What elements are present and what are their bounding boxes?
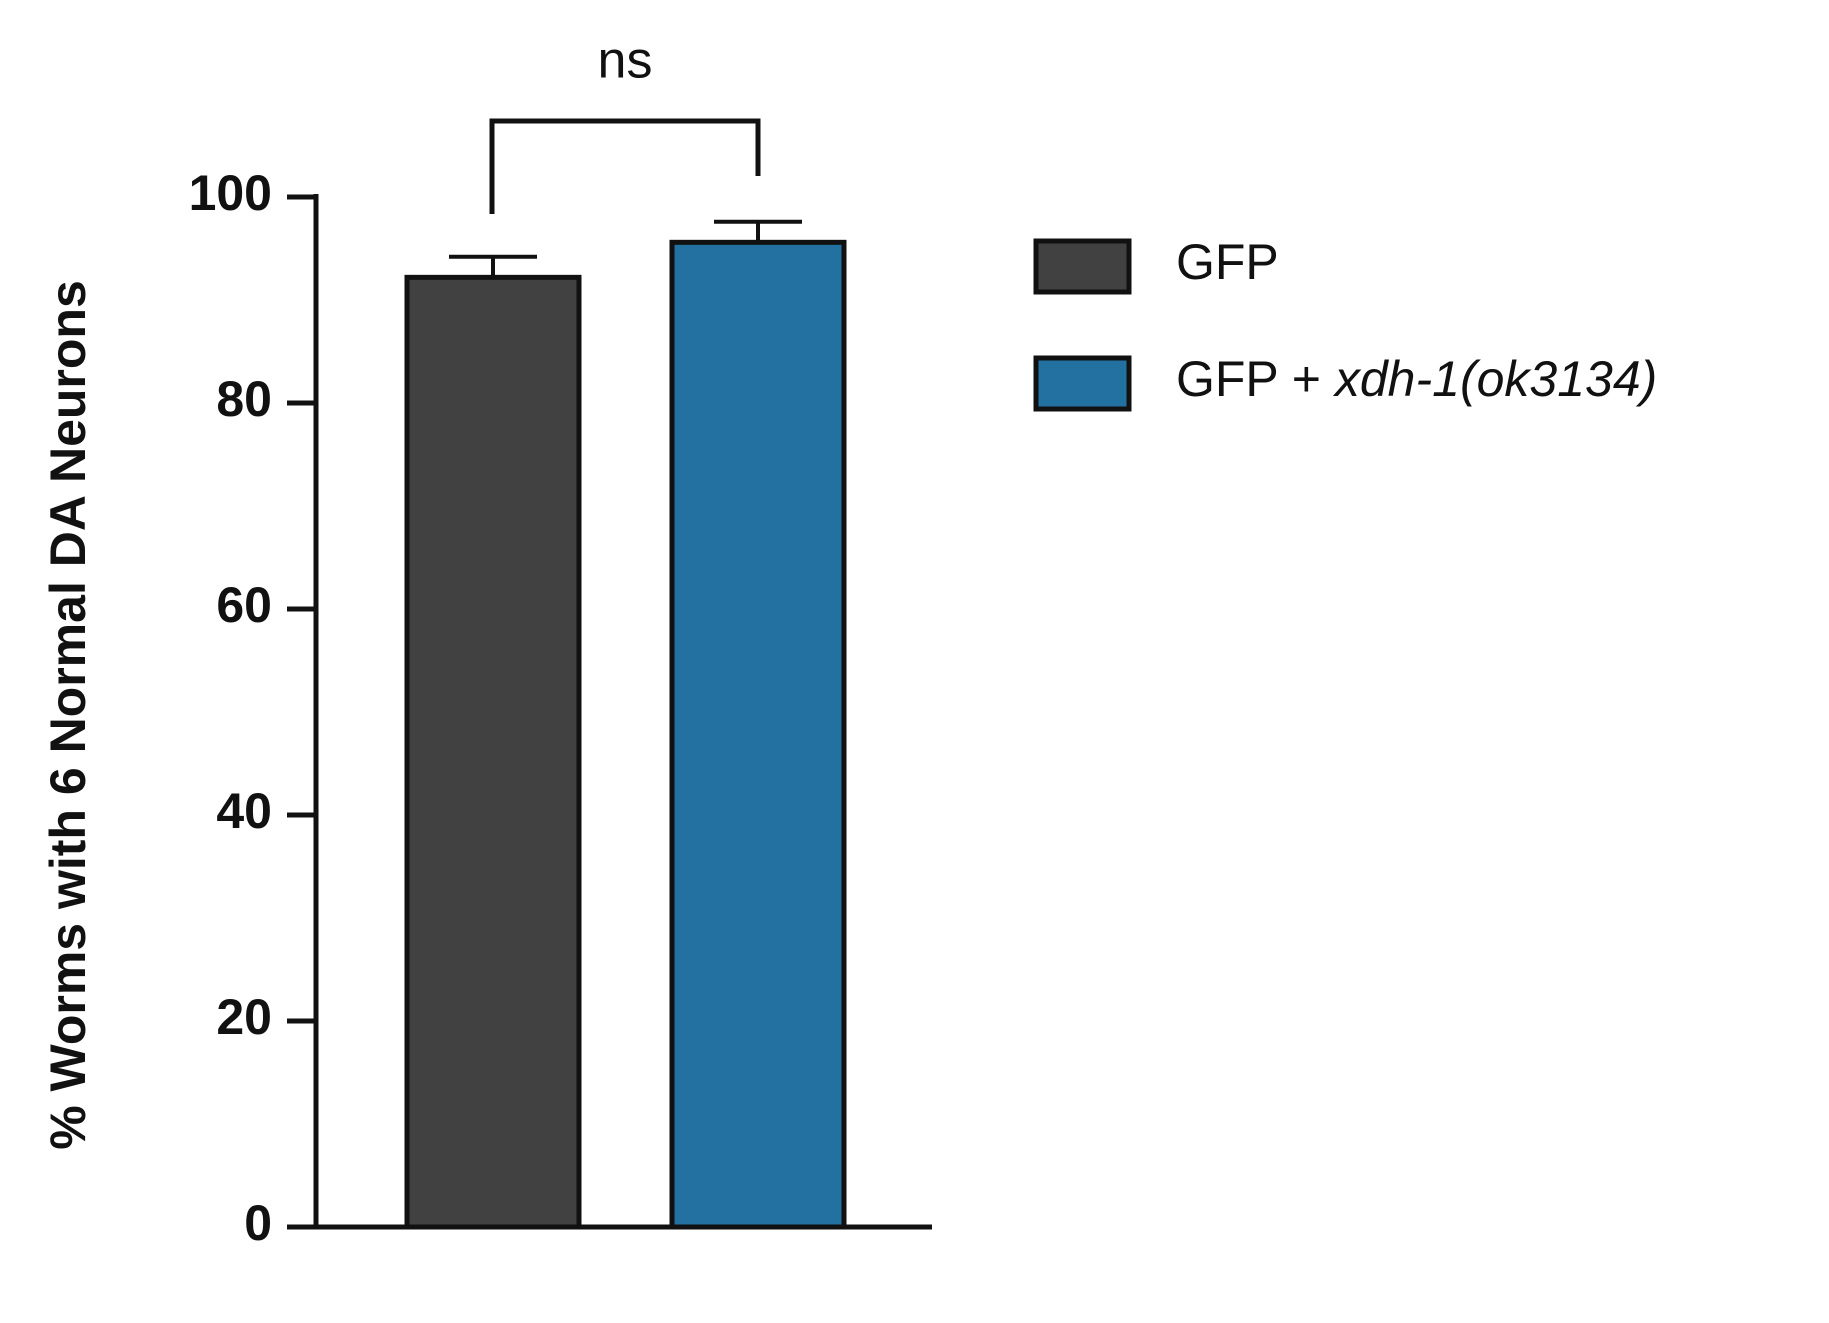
bar xyxy=(404,274,582,1230)
significance-bracket xyxy=(489,118,761,214)
legend-label: GFP xyxy=(1176,234,1279,290)
y-tick-label: 60 xyxy=(216,577,272,633)
y-tick-label: 40 xyxy=(216,783,272,839)
bar xyxy=(669,239,847,1230)
legend-swatch xyxy=(1033,355,1132,412)
annotation: ns xyxy=(598,32,653,90)
y-tick-label: 80 xyxy=(216,371,272,427)
legend-label: GFP + xdh-1(ok3134) xyxy=(1176,351,1657,407)
y-tick-label: 0 xyxy=(244,1195,272,1251)
y-tick-label: 20 xyxy=(216,989,272,1045)
y-tick-label: 100 xyxy=(189,165,272,221)
y-axis-label: % Worms with 6 Normal DA Neurons xyxy=(40,280,96,1150)
legend-swatch xyxy=(1033,238,1132,295)
